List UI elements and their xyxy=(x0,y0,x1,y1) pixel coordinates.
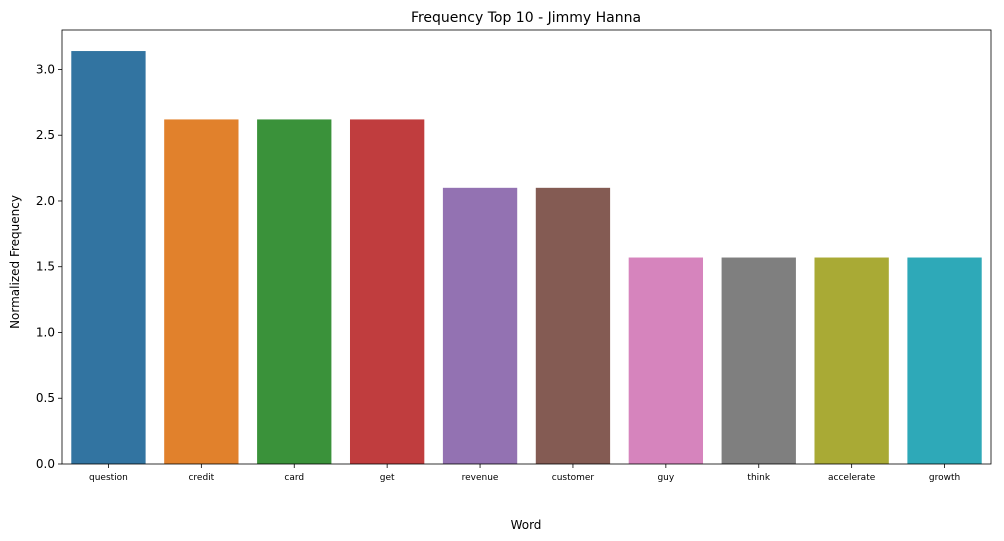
y-tick-label: 2.5 xyxy=(36,128,55,142)
plot-frame xyxy=(61,29,992,465)
chart-title: Frequency Top 10 - Jimmy Hanna xyxy=(411,10,641,26)
x-tick-label: credit xyxy=(188,473,214,483)
y-tick-label: 0.5 xyxy=(36,391,55,405)
x-tick-label: customer xyxy=(552,473,595,483)
x-tick-label: get xyxy=(380,473,395,483)
bar-guy xyxy=(628,257,704,464)
bar-customer xyxy=(535,187,611,464)
y-axis: 0.0 0.5 1.0 1.5 2.0 2.5 3.0 xyxy=(36,62,62,471)
bar-get xyxy=(349,119,425,465)
x-tick-label: revenue xyxy=(462,473,499,483)
x-axis-label: Word xyxy=(511,518,542,532)
y-tick-label: 1.0 xyxy=(36,325,55,339)
bar-question xyxy=(71,51,146,465)
bar-credit xyxy=(164,119,239,465)
x-tick-label: card xyxy=(284,473,304,483)
x-tick-label: think xyxy=(747,473,770,483)
bar-growth xyxy=(907,257,982,464)
bar-think xyxy=(721,257,796,464)
y-tick-label: 2.0 xyxy=(36,194,55,208)
x-axis: question credit card get revenue customer guy t… xyxy=(89,464,960,483)
y-tick-label: 0.0 xyxy=(36,457,55,471)
x-tick-label: accelerate xyxy=(828,473,876,483)
y-tick-label: 1.5 xyxy=(36,260,55,274)
x-tick-label: growth xyxy=(929,473,960,483)
x-tick-label: guy xyxy=(657,473,674,483)
y-axis-label: Normalized Frequency xyxy=(8,195,22,329)
bar-card xyxy=(257,119,332,465)
y-tick-label: 3.0 xyxy=(36,62,55,76)
bars-layer xyxy=(71,51,982,465)
x-tick-label: question xyxy=(89,473,128,483)
bar-accelerate xyxy=(814,257,889,464)
bar-revenue xyxy=(442,187,518,464)
